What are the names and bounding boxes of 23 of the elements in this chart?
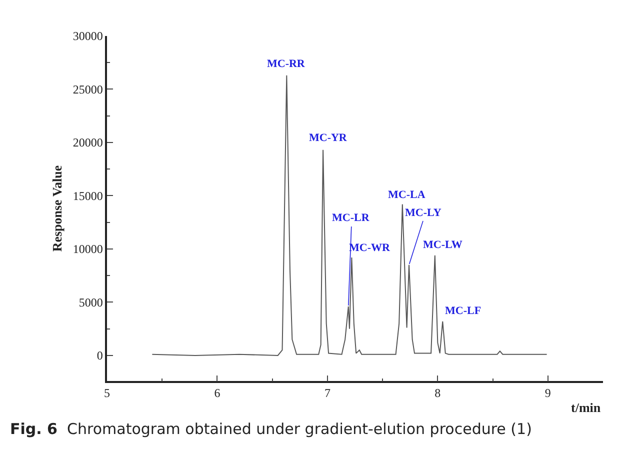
x-tick-label: 6 — [214, 386, 220, 400]
y-tick-label: 20000 — [72, 136, 103, 150]
x-tick-label: 9 — [544, 386, 551, 400]
x-tick-label: 7 — [324, 386, 330, 400]
caption: Fig. 6 Chromatogram obtained under gradient-elution procedure (1) — [10, 420, 532, 438]
x-tick-label: 5 — [104, 386, 110, 400]
x-tick-label: 8 — [434, 386, 441, 400]
y-axis-title: Response Value — [49, 165, 64, 252]
x-axis-title: t/min — [571, 400, 602, 415]
annotation: MC-LF — [445, 305, 482, 317]
line-series — [152, 74, 548, 356]
annotation: MC-LY — [405, 207, 442, 219]
y-tick-label: 10000 — [72, 242, 103, 256]
y-tick-label: 5000 — [78, 295, 103, 310]
y-tick-label: 25000 — [72, 82, 103, 96]
annotation: MC-RR — [267, 58, 306, 70]
y-tick-label: 30000 — [72, 29, 103, 44]
annotation: MC-LA — [388, 189, 426, 201]
annotation: MC-YR — [309, 132, 348, 144]
y-tick-label: 0 — [96, 348, 103, 363]
annotation: MC-LR — [332, 212, 370, 224]
annotation: MC-LW — [423, 239, 462, 251]
y-tick-label: 15000 — [72, 188, 103, 203]
